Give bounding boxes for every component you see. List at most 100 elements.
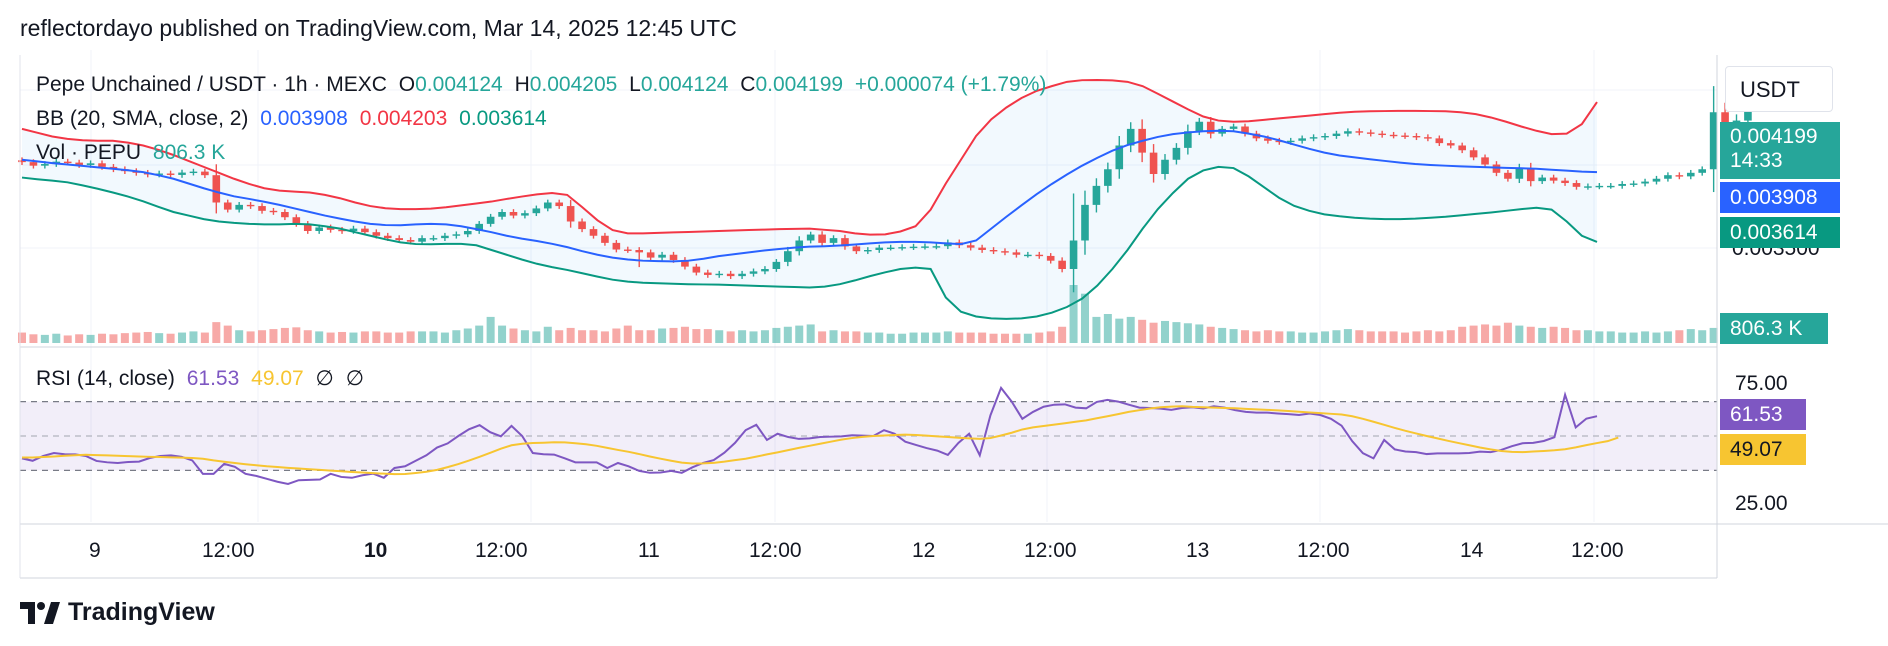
volume-bar bbox=[1241, 330, 1250, 343]
volume-bar bbox=[1138, 319, 1147, 343]
volume-bar bbox=[715, 330, 724, 343]
candle-body bbox=[349, 228, 358, 231]
candle-body bbox=[29, 162, 38, 166]
candle-body bbox=[1206, 121, 1215, 134]
candle-body bbox=[1629, 183, 1638, 185]
volume-bar bbox=[1618, 332, 1627, 343]
candle-body bbox=[1458, 145, 1466, 151]
candle-body bbox=[852, 246, 861, 252]
volume-bar bbox=[1641, 331, 1650, 343]
volume-bar bbox=[1583, 330, 1592, 343]
candle-body bbox=[532, 208, 541, 214]
volume-bar bbox=[40, 334, 49, 343]
candle-body bbox=[864, 250, 872, 252]
candle-body bbox=[1675, 175, 1684, 177]
candle-body bbox=[1515, 168, 1524, 179]
bb-legend: BB (20, SMA, close, 2) 0.003908 0.004203… bbox=[36, 107, 553, 131]
volume-bar bbox=[1343, 329, 1352, 343]
low-label: L bbox=[629, 73, 641, 96]
candle-body bbox=[1606, 185, 1615, 188]
volume-bar bbox=[315, 331, 324, 343]
bb-lower-tag: 0.003614 bbox=[1720, 217, 1840, 248]
volume-bar bbox=[955, 332, 964, 343]
candle-body bbox=[1195, 121, 1204, 132]
time-axis-label: 12:00 bbox=[749, 539, 802, 562]
volume-bar bbox=[1058, 326, 1067, 343]
candle-body bbox=[98, 163, 106, 167]
candle-body bbox=[303, 223, 312, 231]
volume-bar bbox=[680, 326, 689, 343]
volume-bar bbox=[566, 327, 575, 343]
volume-bar bbox=[429, 331, 438, 343]
candle-body bbox=[738, 273, 746, 277]
volume-bar bbox=[772, 327, 781, 343]
candle-body bbox=[1698, 169, 1707, 173]
volume-bar bbox=[1218, 327, 1227, 343]
tradingview-brand[interactable]: TradingView bbox=[20, 598, 215, 627]
volume-bar bbox=[612, 328, 621, 343]
candle-body bbox=[1446, 143, 1455, 146]
candle-body bbox=[1389, 134, 1398, 137]
volume-bar bbox=[555, 330, 564, 343]
symbol-label[interactable]: Pepe Unchained / USDT · 1h · MEXC bbox=[36, 73, 387, 96]
open-label: O bbox=[398, 73, 416, 96]
candle-body bbox=[361, 228, 369, 233]
volume-bar bbox=[463, 328, 472, 343]
volume-bar bbox=[1069, 285, 1078, 343]
volume-bar bbox=[486, 316, 495, 343]
volume-bar bbox=[1252, 331, 1261, 343]
volume-bar bbox=[1309, 332, 1318, 343]
candle-body bbox=[555, 202, 564, 207]
volume-bar bbox=[829, 330, 838, 343]
volume-bar bbox=[1526, 326, 1535, 343]
volume-bar bbox=[1435, 331, 1444, 343]
volume-bar bbox=[1606, 331, 1615, 343]
candle-body bbox=[612, 242, 621, 250]
volume-bar bbox=[543, 326, 552, 343]
candle-body bbox=[749, 271, 758, 274]
candle-body bbox=[1046, 255, 1055, 261]
volume-value: 806.3 K bbox=[152, 141, 226, 164]
volume-bar bbox=[578, 330, 587, 343]
volume-bar bbox=[1675, 330, 1684, 343]
candle-countdown: 14:33 bbox=[1730, 149, 1783, 172]
volume-bar bbox=[223, 325, 232, 343]
volume-bar bbox=[749, 331, 758, 343]
volume-legend: Vol · PEPU 806.3 K bbox=[36, 141, 231, 165]
time-axis-label: 14 bbox=[1460, 539, 1484, 562]
candle-body bbox=[566, 206, 575, 222]
candle-body bbox=[704, 272, 712, 275]
volume-label[interactable]: Vol · PEPU bbox=[36, 141, 142, 164]
volume-bar bbox=[1080, 293, 1089, 343]
volume-bar bbox=[635, 330, 644, 343]
volume-bar bbox=[395, 332, 404, 343]
candle-body bbox=[978, 247, 986, 250]
volume-bar bbox=[349, 332, 358, 343]
candle-body bbox=[189, 171, 198, 174]
bb-label[interactable]: BB (20, SMA, close, 2) bbox=[36, 107, 249, 130]
volume-bar bbox=[978, 332, 987, 343]
volume-bar bbox=[520, 330, 529, 343]
candle-body bbox=[1321, 136, 1329, 138]
candle-body bbox=[658, 254, 666, 258]
candle-body bbox=[1309, 137, 1318, 139]
volume-bar bbox=[292, 327, 301, 343]
rsi-label[interactable]: RSI (14, close) bbox=[36, 367, 175, 390]
candle-body bbox=[498, 212, 506, 217]
volume-bar bbox=[703, 329, 712, 343]
volume-bar bbox=[1126, 316, 1135, 343]
currency-unit-button[interactable]: USDT bbox=[1725, 66, 1833, 112]
volume-bar bbox=[258, 330, 267, 343]
candle-body bbox=[909, 246, 918, 249]
candle-body bbox=[1709, 112, 1718, 170]
volume-bar bbox=[1172, 322, 1181, 343]
candle-body bbox=[681, 259, 689, 267]
candle-body bbox=[418, 238, 426, 242]
volume-bar bbox=[143, 331, 152, 343]
rsi-line bbox=[21, 385, 1598, 486]
volume-bar bbox=[1115, 318, 1124, 343]
ohlc-legend: Pepe Unchained / USDT · 1h · MEXC O0.004… bbox=[36, 73, 1052, 97]
candle-body bbox=[18, 160, 26, 163]
